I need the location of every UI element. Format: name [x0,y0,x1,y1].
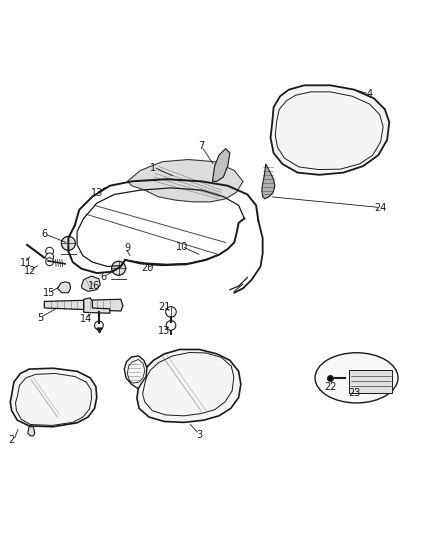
Polygon shape [349,370,392,393]
Polygon shape [44,299,123,311]
Text: 24: 24 [374,203,387,213]
Text: 20: 20 [141,263,153,273]
Polygon shape [28,427,35,436]
Polygon shape [127,159,243,202]
Text: 10: 10 [176,242,188,252]
Circle shape [46,258,53,265]
Text: 6: 6 [41,229,47,239]
Ellipse shape [315,353,398,403]
Circle shape [166,321,176,330]
Text: 11: 11 [20,258,32,268]
Polygon shape [81,276,100,292]
Circle shape [166,306,176,317]
Text: 2: 2 [8,435,15,445]
Polygon shape [124,356,147,389]
Text: 14: 14 [80,314,92,324]
Text: 1: 1 [150,163,156,173]
Text: 15: 15 [42,288,55,298]
Text: 6: 6 [100,272,106,282]
Text: 23: 23 [348,388,360,398]
Polygon shape [262,164,275,199]
Polygon shape [271,85,389,175]
Text: 16: 16 [88,281,101,291]
Circle shape [95,321,103,330]
Circle shape [46,247,53,255]
Text: 13: 13 [158,326,170,336]
Polygon shape [84,298,110,313]
Text: 5: 5 [37,313,43,323]
Text: 22: 22 [324,382,336,392]
Circle shape [61,236,75,251]
Polygon shape [212,149,230,181]
Polygon shape [57,282,71,293]
Polygon shape [137,350,241,422]
Text: 13: 13 [91,188,103,198]
Text: 12: 12 [24,266,36,276]
Text: 3: 3 [196,430,202,440]
Circle shape [46,253,53,261]
Text: 7: 7 [198,141,205,151]
Text: 21: 21 [158,302,171,312]
Text: 9: 9 [124,243,131,253]
Text: 4: 4 [367,89,373,99]
Circle shape [112,261,126,275]
Polygon shape [11,368,97,427]
